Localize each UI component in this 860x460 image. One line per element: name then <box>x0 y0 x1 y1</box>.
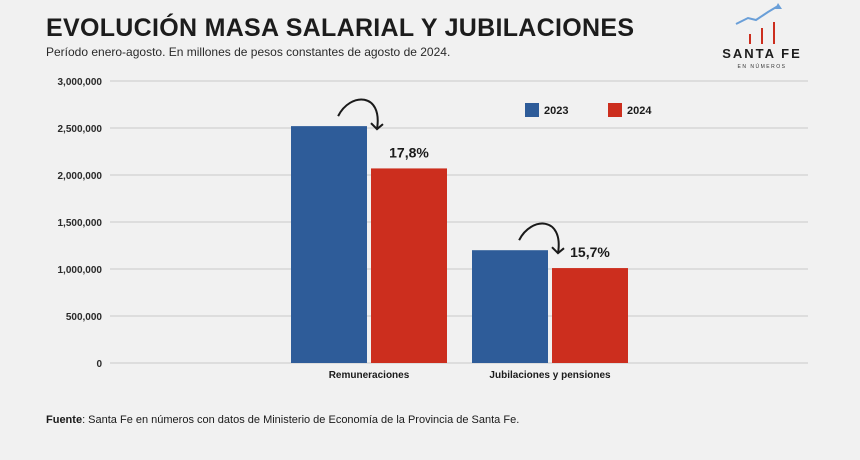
y-tick-label: 3,000,000 <box>58 77 103 88</box>
santa-fe-logo: SANTA FE EN NÚMEROS <box>712 0 812 80</box>
logo-subtitle: EN NÚMEROS <box>737 64 787 70</box>
legend-label-2023: 2023 <box>544 105 568 117</box>
x-tick-label: Remuneraciones <box>329 370 410 381</box>
y-tick-label: 2,500,000 <box>58 124 103 135</box>
source-label: Fuente <box>46 414 83 426</box>
chart-subtitle: Período enero-agosto. En millones de pes… <box>46 45 451 59</box>
bar-2023 <box>291 126 367 364</box>
change-label: 17,8% <box>389 144 429 160</box>
arrow-head-icon <box>551 246 565 255</box>
bar-2023 <box>472 250 548 363</box>
change-label: 15,7% <box>570 244 610 260</box>
y-tick-label: 1,000,000 <box>58 265 103 276</box>
bar-chart: 0 500,000 1,000,000 1,500,000 2,000,000 2,500… <box>58 77 808 381</box>
legend-swatch-2023 <box>525 103 539 117</box>
y-tick-label: 0 <box>96 359 102 370</box>
bar-2024 <box>552 268 628 363</box>
legend-label-2024: 2024 <box>627 105 652 117</box>
legend-swatch-2024 <box>608 103 622 117</box>
chart-title: EVOLUCIÓN MASA SALARIAL Y JUBILACIONES <box>46 14 635 42</box>
logo-name: SANTA FE <box>722 46 802 61</box>
arrow-head-icon <box>370 122 384 131</box>
y-tick-label: 2,000,000 <box>58 171 103 182</box>
source-text: : Santa Fe en números con datos de Minis… <box>82 414 520 426</box>
change-arrow-icon <box>337 98 379 130</box>
bar-chart-arrow-icon <box>735 3 782 44</box>
change-arrow-icon <box>518 222 560 254</box>
bar-2024 <box>371 168 447 363</box>
y-tick-label: 500,000 <box>66 312 103 323</box>
y-tick-label: 1,500,000 <box>58 218 103 229</box>
x-tick-label: Jubilaciones y pensiones <box>489 370 611 381</box>
source-note: Fuente: Santa Fe en números con datos de… <box>46 414 519 426</box>
